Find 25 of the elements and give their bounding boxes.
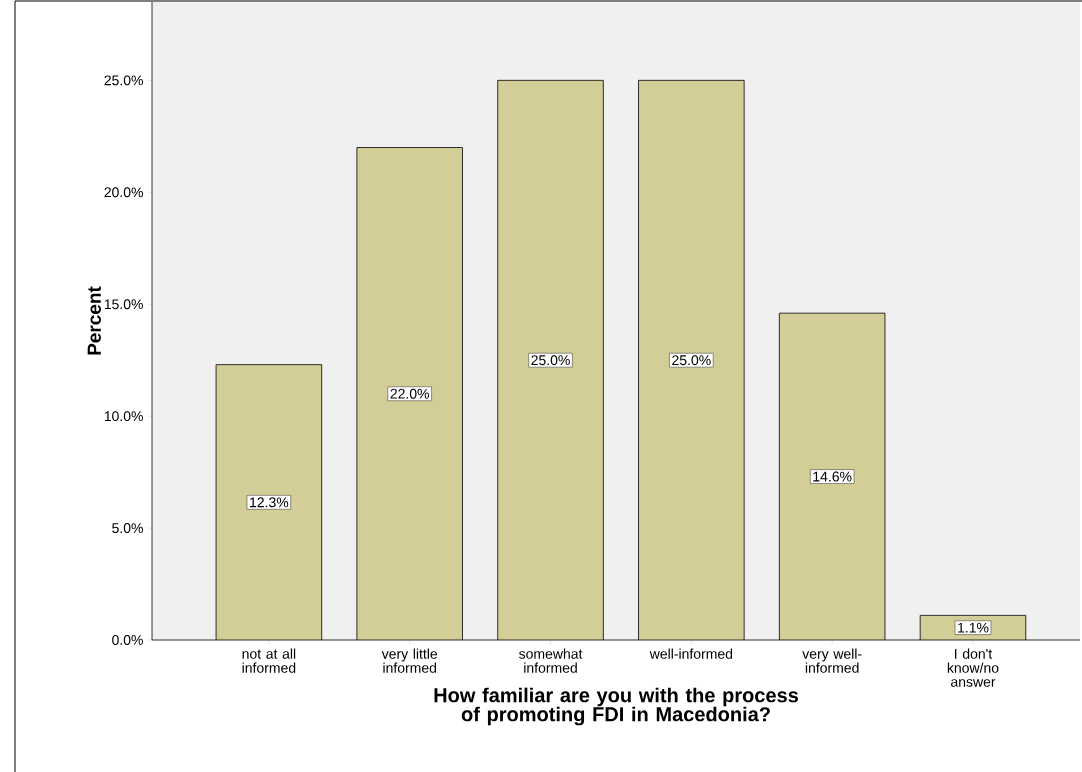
y-axis-title: Percent [87,286,101,355]
x-tick-label: somewhat informed [519,648,583,673]
y-tick-label: 20.0% [104,187,143,198]
bar [497,80,604,640]
y-tick-label: 0.0% [112,635,143,645]
y-tick-label: 25.0% [104,75,143,86]
bar [216,364,322,640]
data-label: 14.6% [813,471,852,482]
bar [356,147,463,640]
data-label: 12.3% [250,497,289,508]
x-tick-label: I don't know/no answer [947,648,999,687]
bar [638,80,745,640]
x-tick-label: very well-informed [802,648,862,673]
x-tick-label: well-informed [649,648,733,659]
y-tick-label: 10.0% [104,411,143,422]
data-label: 1.1% [958,622,989,633]
y-tick-label: 5.0% [112,523,143,534]
x-axis-title: How familiar are you with the process of promoting FDI in Macedonia? [434,687,798,726]
data-label: 22.0% [390,388,430,399]
y-tick-label: 15.0% [104,299,143,310]
data-label: 25.0% [672,355,711,366]
x-tick-label: very little informed [381,648,438,673]
x-tick-label: not at all informed [242,648,296,673]
data-label: 25.0% [531,355,570,366]
bar [779,313,885,640]
